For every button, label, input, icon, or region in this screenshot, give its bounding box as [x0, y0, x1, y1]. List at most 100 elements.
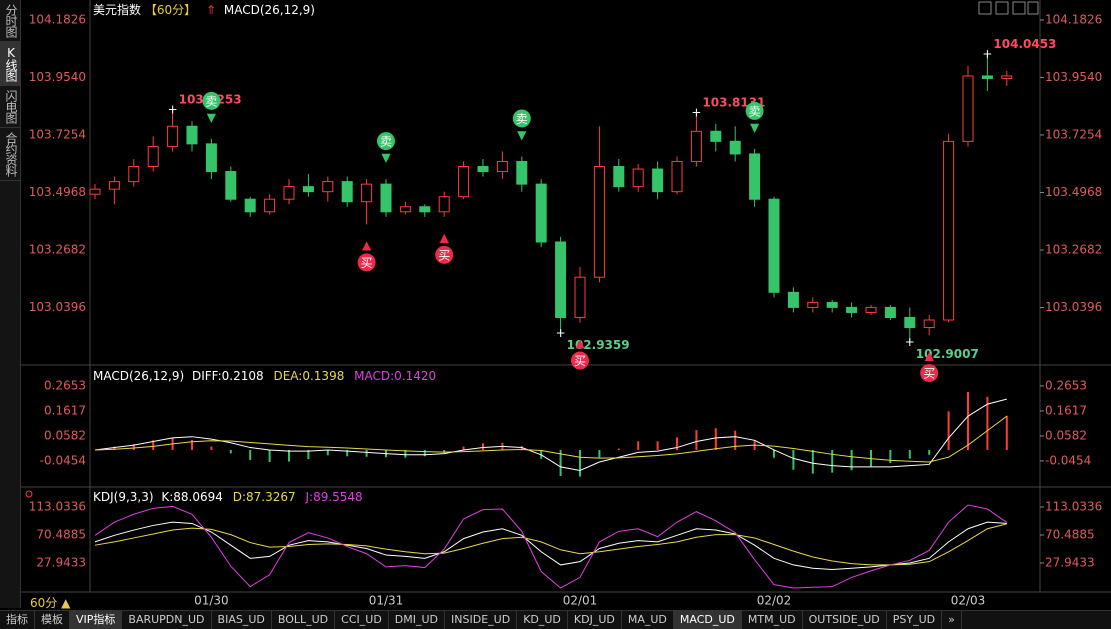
signal-arrows: ▼: [750, 120, 760, 134]
tab[interactable]: OUTSIDE_UD: [803, 611, 887, 629]
y-tick-label: 70.4885: [1045, 527, 1095, 541]
tool-button[interactable]: [995, 1, 1009, 15]
macd-legend: MACD(26,12,9) DIFF:0.2108 DEA:0.1398 MAC…: [93, 369, 436, 383]
toolbar[interactable]: [978, 1, 1039, 15]
candle-body: [1001, 75, 1013, 79]
y-tick-label: 0.0582: [1045, 428, 1087, 442]
y-tick-label: 0.1617: [1045, 403, 1087, 417]
tab[interactable]: 模板: [35, 611, 70, 629]
candle-body: [361, 183, 373, 203]
instrument: 美元指数: [93, 2, 141, 17]
tab[interactable]: BOLL_UD: [272, 611, 336, 629]
candle-body: [904, 316, 916, 329]
signal-badge: [435, 245, 454, 264]
x-tick-label: 01/30: [194, 594, 229, 608]
candle-body: [613, 166, 625, 188]
y-tick-label: 0.0582: [44, 428, 86, 442]
indicator-line: [94, 415, 1008, 463]
candle-body: [477, 166, 489, 173]
candle-body: [108, 181, 120, 190]
extreme-label: 104.0453: [993, 37, 1056, 51]
y-tick-label: 113.0336: [1045, 499, 1102, 513]
tab[interactable]: »: [942, 611, 962, 629]
legend-entry: MACD:0.1420: [354, 369, 436, 383]
candle-body: [807, 301, 819, 308]
tab[interactable]: BIAS_UD: [212, 611, 272, 629]
extreme-label: 102.9359: [567, 338, 630, 352]
indicator-line: [94, 523, 1007, 566]
candle-body: [264, 198, 276, 213]
candle-body: [943, 140, 955, 321]
tool-button[interactable]: [1027, 1, 1039, 15]
candle-body: [302, 186, 314, 193]
tab[interactable]: CCI_UD: [335, 611, 389, 629]
tab[interactable]: DMI_UD: [389, 611, 446, 629]
indicator-line: [94, 398, 1007, 472]
y-tick-label: 27.9433: [1045, 555, 1095, 569]
tab[interactable]: 指标: [0, 611, 35, 629]
legend-entry: DEA:0.1398: [273, 369, 344, 383]
signal-label: 卖: [380, 135, 392, 149]
candle-body: [593, 166, 605, 278]
signal-arrows: ▼: [381, 151, 391, 165]
y-tick-label: 0.2653: [44, 378, 86, 392]
x-tick-label: 02/01: [563, 594, 598, 608]
y-tick-label: 70.4885: [36, 527, 86, 541]
signal-arrows: ▲: [925, 349, 935, 363]
sidebar: 分时图 K线图 闪电图 合约资料: [0, 0, 21, 608]
period: 【60分】: [145, 3, 196, 17]
tool-button[interactable]: [978, 1, 992, 15]
candle-body: [749, 153, 761, 200]
candle-body: [729, 140, 741, 155]
tab[interactable]: MA_UD: [622, 611, 674, 629]
candle-body: [962, 75, 974, 142]
tab[interactable]: MACD_UD: [673, 611, 742, 629]
tab[interactable]: VIP指标: [70, 611, 123, 629]
candle-body: [981, 75, 993, 79]
y-tick-label: -0.0454: [40, 453, 86, 467]
candle-body: [147, 145, 159, 168]
signal-badge: [571, 351, 589, 370]
period-button[interactable]: 60分 ▲: [30, 596, 71, 610]
side-tab[interactable]: 分时图: [0, 0, 20, 42]
kdj-legend: KDJ(9,3,3) K:88.0694 D:87.3267 J:89.5548: [93, 490, 363, 504]
candle-body: [690, 130, 702, 162]
candle-body: [865, 306, 877, 313]
macd-title: MACD(26,12,9): [93, 369, 184, 383]
signal-label: 卖: [516, 112, 528, 126]
tool-button[interactable]: [1012, 1, 1026, 15]
signal-arrows: ▼: [517, 128, 527, 142]
chart: 美元指数 【60分】 ⇑ MACD(26,12,9) MACD(26,12,9)…: [20, 0, 1111, 608]
y-tick-label: 103.0396: [29, 300, 86, 314]
y-tick-label: 103.7254: [1045, 127, 1102, 141]
side-tab[interactable]: K线图: [0, 42, 20, 86]
tab-bar: 指标 模板 VIP指标 BARUPDN_UD BIAS_UD BOLL_UD CCI_UD D…: [0, 610, 1111, 629]
signal-badge: [202, 91, 221, 110]
candle-body: [846, 306, 858, 313]
candle-body: [458, 166, 470, 198]
tab[interactable]: MTM_UD: [742, 611, 803, 629]
signal-label: 买: [438, 248, 450, 262]
y-tick-label: 0.1617: [44, 403, 86, 417]
tab[interactable]: INSIDE_UD: [445, 611, 518, 629]
x-tick-label: 02/03: [951, 594, 986, 608]
signal-label: 买: [361, 256, 373, 270]
candle-body: [205, 143, 217, 173]
tab[interactable]: BARUPDN_UD: [122, 611, 212, 629]
tab[interactable]: KD_UD: [517, 611, 568, 629]
extreme-marker: +: [168, 102, 178, 116]
candle-body: [341, 181, 353, 203]
indicator-line: [94, 504, 1008, 589]
chart-title: 美元指数 【60分】 ⇑ MACD(26,12,9): [93, 2, 315, 17]
signal-label: 买: [574, 354, 586, 368]
candle-body: [186, 125, 198, 145]
signal-arrows: ▲: [440, 230, 450, 244]
y-tick-label: 103.0396: [1045, 300, 1102, 314]
side-tab[interactable]: 合约资料: [0, 128, 20, 181]
tab[interactable]: KDJ_UD: [568, 611, 622, 629]
candle-body: [128, 166, 140, 183]
tab[interactable]: PSY_UD: [887, 611, 943, 629]
side-tab[interactable]: 闪电图: [0, 86, 20, 128]
panel-icon[interactable]: [25, 490, 33, 498]
